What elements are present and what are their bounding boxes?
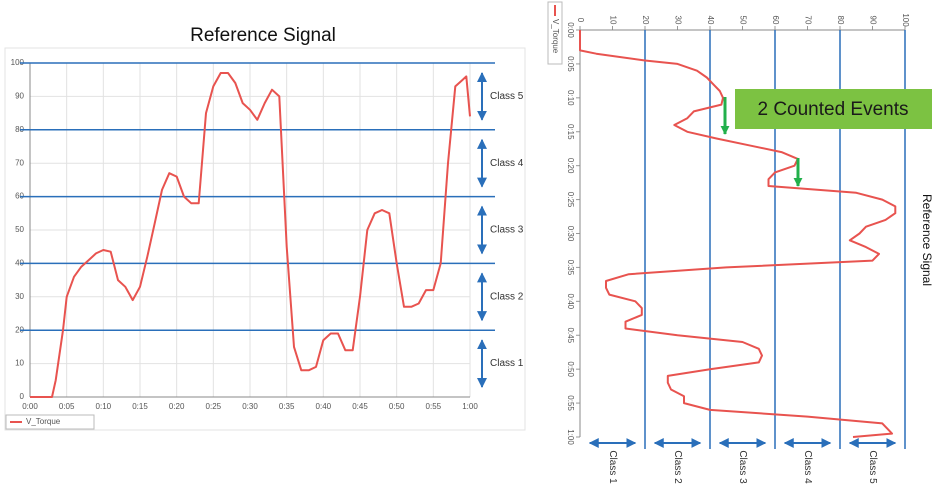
x-tick-label: 0:25	[566, 192, 575, 208]
y-tick-label: 100	[901, 13, 910, 27]
y-tick-label: 60	[771, 16, 780, 25]
x-tick-label: 1:00	[566, 429, 575, 445]
y-tick-label: 30	[673, 16, 682, 25]
class-label: Class 3	[737, 450, 748, 484]
chart-title: Reference Signal	[190, 25, 336, 46]
class-label: Class 5	[490, 91, 524, 102]
x-tick-label: 0:40	[566, 294, 575, 310]
x-tick-label: 0:05	[566, 56, 575, 72]
x-tick-label: 0:50	[566, 361, 575, 377]
x-tick-label: 0:00	[566, 22, 575, 38]
y-tick-label: 90	[15, 92, 24, 101]
chart-title: Reference Signal	[920, 194, 934, 286]
y-tick-label: 70	[15, 158, 24, 167]
y-tick-label: 50	[15, 225, 24, 234]
annotation-text: 2 Counted Events	[757, 99, 908, 120]
x-tick-label: 0:55	[426, 402, 442, 411]
x-tick-label: 0:15	[566, 124, 575, 140]
class-label: Class 2	[490, 291, 524, 302]
y-tick-label: 20	[641, 16, 650, 25]
y-tick-label: 80	[836, 16, 845, 25]
x-tick-label: 0:30	[566, 226, 575, 242]
class-label: Class 1	[607, 450, 618, 484]
left-panel	[4, 47, 526, 431]
x-tick-label: 0:25	[206, 402, 222, 411]
x-tick-label: 0:20	[566, 158, 575, 174]
x-tick-label: 0:10	[566, 90, 575, 106]
y-tick-label: 50	[738, 16, 747, 25]
x-tick-label: 0:55	[566, 395, 575, 411]
y-tick-label: 30	[15, 292, 24, 301]
x-tick-label: 0:10	[96, 402, 112, 411]
legend-label: V_Torque	[26, 417, 61, 426]
x-tick-label: 0:45	[566, 327, 575, 343]
series-line	[579, 30, 897, 438]
legend-box	[5, 414, 95, 430]
y-tick-label: 40	[706, 16, 715, 25]
x-tick-label: 0:45	[352, 402, 368, 411]
annotation: 2 Counted Events	[720, 89, 932, 187]
x-tick-label: 0:40	[316, 402, 332, 411]
y-tick-label: 40	[15, 259, 24, 268]
legend: V_Torque	[5, 414, 95, 430]
x-tick-label: 0:50	[389, 402, 405, 411]
x-tick-label: 0:30	[242, 402, 258, 411]
y-tick-label: 70	[803, 16, 812, 25]
class-label: Class 2	[672, 450, 683, 484]
x-tick-label: 0:15	[132, 402, 148, 411]
annotation-box	[735, 89, 932, 129]
legend-box	[547, 1, 563, 65]
y-tick-label: 10	[608, 16, 617, 25]
series-line	[30, 72, 471, 398]
y-tick-label: 10	[15, 359, 24, 368]
x-tick-label: 0:35	[566, 260, 575, 276]
y-tick-label: 80	[15, 125, 24, 134]
legend-label: V_Torque	[551, 19, 560, 54]
x-tick-label: 0:35	[279, 402, 295, 411]
class-label: Class 4	[490, 158, 524, 169]
class-label: Class 4	[802, 450, 813, 484]
y-tick-label: 100	[11, 58, 25, 67]
x-tick-label: 0:00	[22, 402, 38, 411]
y-tick-label: 20	[15, 325, 24, 334]
y-tick-label: 60	[15, 192, 24, 201]
x-tick-label: 0:05	[59, 402, 75, 411]
y-tick-label: 90	[868, 16, 877, 25]
class-label: Class 1	[490, 358, 524, 369]
class-label: Class 3	[490, 225, 524, 236]
legend: V_Torque	[547, 1, 563, 65]
x-tick-label: 1:00	[462, 402, 478, 411]
x-tick-label: 0:20	[169, 402, 185, 411]
y-tick-label: 0	[20, 392, 25, 401]
y-tick-label: 0	[576, 18, 585, 23]
class-label: Class 5	[867, 450, 878, 484]
